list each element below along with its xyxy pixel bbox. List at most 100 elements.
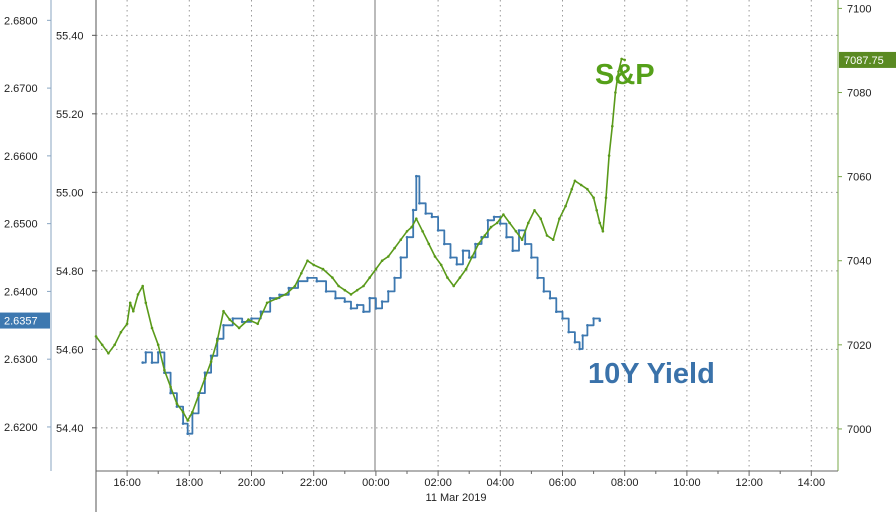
data-point bbox=[136, 293, 140, 296]
data-point bbox=[598, 319, 602, 322]
data-point bbox=[530, 256, 533, 259]
data-point bbox=[586, 187, 589, 191]
yield-tick-label: 2.6700 bbox=[4, 83, 38, 95]
data-point bbox=[483, 234, 487, 237]
data-point bbox=[380, 259, 384, 263]
data-point bbox=[570, 187, 574, 191]
data-point bbox=[113, 343, 116, 347]
data-point bbox=[259, 310, 263, 314]
data-point bbox=[579, 183, 583, 187]
data-point bbox=[355, 303, 359, 307]
data-point bbox=[362, 284, 365, 288]
data-point bbox=[536, 276, 539, 280]
data-point bbox=[132, 309, 135, 313]
data-point bbox=[424, 212, 428, 215]
data-point bbox=[144, 301, 148, 305]
right-tick-label: 7060 bbox=[847, 172, 871, 184]
series-10y-yield bbox=[141, 174, 602, 436]
data-point bbox=[387, 290, 390, 293]
price-tick-label: 54.60 bbox=[56, 344, 84, 356]
x-tick-label: 20:00 bbox=[238, 477, 266, 489]
sp-last-value-tag bbox=[839, 51, 896, 68]
data-point bbox=[551, 238, 555, 241]
value-tags: 2.6357 7087.75 bbox=[0, 51, 896, 329]
data-point bbox=[539, 217, 542, 220]
data-point bbox=[300, 272, 303, 275]
right-tick-label: 7020 bbox=[847, 340, 871, 352]
data-point bbox=[337, 284, 340, 288]
data-point bbox=[324, 290, 328, 293]
data-point bbox=[144, 351, 148, 354]
data-point bbox=[410, 225, 414, 229]
yield-tick-label: 2.6500 bbox=[4, 219, 38, 231]
x-tick-label: 22:00 bbox=[300, 477, 328, 489]
series-line bbox=[95, 58, 625, 422]
data-point bbox=[169, 391, 172, 395]
data-point bbox=[578, 347, 581, 351]
data-point bbox=[209, 354, 213, 358]
yield-tick-label: 2.6300 bbox=[4, 354, 38, 366]
data-point bbox=[181, 422, 185, 425]
x-tick-label: 12:00 bbox=[735, 477, 763, 489]
x-tick-label: 16:00 bbox=[113, 477, 141, 489]
data-point bbox=[275, 297, 278, 300]
data-point bbox=[614, 91, 617, 94]
data-point bbox=[393, 246, 396, 250]
price-tick-label: 54.40 bbox=[56, 423, 84, 435]
data-point bbox=[228, 318, 231, 321]
data-point bbox=[555, 310, 558, 314]
data-point bbox=[399, 238, 403, 241]
data-point bbox=[222, 324, 225, 327]
data-point bbox=[247, 318, 250, 321]
data-point bbox=[502, 213, 505, 216]
data-point bbox=[209, 360, 213, 364]
data-point bbox=[250, 317, 253, 320]
data-point bbox=[156, 351, 160, 354]
data-point bbox=[433, 255, 437, 258]
yield-tick-label: 2.6600 bbox=[4, 151, 38, 163]
right-tick-label: 7040 bbox=[847, 256, 871, 268]
data-point bbox=[355, 288, 359, 292]
x-tick-label: 04:00 bbox=[487, 477, 515, 489]
yield-tick-label: 2.6200 bbox=[4, 422, 38, 434]
yield-last-value-tag bbox=[0, 312, 50, 329]
data-point bbox=[601, 230, 605, 233]
data-point bbox=[334, 296, 337, 300]
data-point bbox=[100, 343, 104, 347]
data-point bbox=[306, 259, 309, 263]
data-point bbox=[343, 300, 347, 303]
data-point bbox=[499, 222, 502, 225]
data-point bbox=[315, 279, 319, 283]
data-point bbox=[561, 317, 564, 320]
data-point bbox=[119, 330, 123, 334]
x-tick-label: 00:00 bbox=[362, 477, 390, 489]
data-point bbox=[623, 58, 626, 62]
data-point bbox=[265, 301, 269, 305]
left-price-axis: 54.40 54.60 54.80 55.00 55.20 55.40 bbox=[56, 30, 96, 435]
data-point bbox=[237, 326, 241, 330]
sp-series-label: S&P bbox=[595, 59, 655, 91]
data-point bbox=[387, 255, 390, 258]
data-point bbox=[141, 284, 144, 288]
data-point bbox=[150, 361, 154, 364]
data-point bbox=[186, 419, 189, 422]
data-point bbox=[399, 256, 403, 259]
data-point bbox=[128, 301, 132, 305]
data-point bbox=[368, 296, 372, 300]
data-point bbox=[598, 221, 602, 225]
data-point bbox=[527, 221, 530, 225]
data-point bbox=[362, 310, 365, 314]
data-point bbox=[573, 340, 577, 344]
left-yield-axis: 2.6200 2.6300 2.6400 2.6500 2.6600 2.6700 2.68… bbox=[4, 15, 51, 434]
data-point bbox=[581, 334, 584, 337]
data-point bbox=[156, 343, 160, 347]
right-tick-label: 7100 bbox=[847, 3, 871, 15]
data-point bbox=[443, 242, 446, 246]
data-point bbox=[604, 196, 608, 199]
data-point bbox=[533, 209, 536, 212]
data-point bbox=[380, 300, 384, 303]
data-point bbox=[477, 242, 480, 246]
data-point bbox=[256, 322, 260, 326]
